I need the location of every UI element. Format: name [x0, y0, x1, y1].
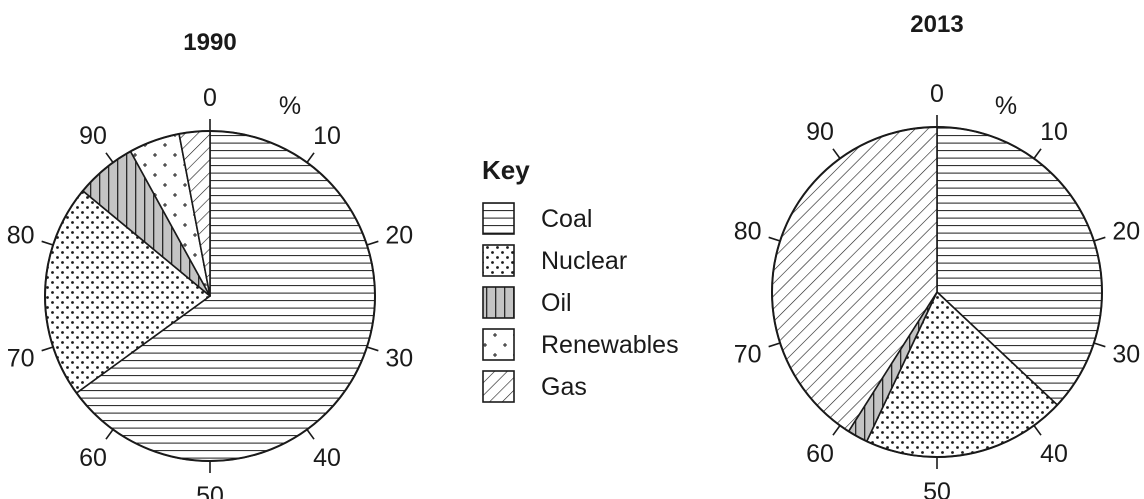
- pie-1990-percent-symbol: %: [279, 92, 301, 120]
- pie-1990-tick-label-10: 10: [313, 122, 341, 150]
- legend-label-gas: Gas: [541, 373, 587, 401]
- legend-title: Key: [482, 155, 530, 185]
- pie-2013-tick-label-50: 50: [923, 478, 951, 499]
- pie-2013-tick-label-40: 40: [1040, 440, 1068, 468]
- pie-2013-tick-80: [768, 236, 781, 242]
- legend-label-coal: Coal: [541, 205, 592, 233]
- legend-swatch-oil: [482, 286, 515, 319]
- pie-1990-tick-40: [306, 429, 315, 440]
- pie-1990-tick-30: [366, 346, 379, 352]
- pie-1990-tick-label-60: 60: [79, 444, 107, 472]
- pie-2013-tick-label-30: 30: [1112, 341, 1140, 369]
- pie-1990-tick-label-80: 80: [7, 222, 35, 250]
- pie-2013-tick-label-10: 10: [1040, 118, 1068, 146]
- pie-2013-tick-10: [1033, 148, 1042, 159]
- pie-chart-2013: 0 10 20 30 40 50 60 70 80 90: [734, 80, 1140, 499]
- pie-1990-tick-label-90: 90: [79, 122, 107, 150]
- legend-swatch-nuclear: [482, 244, 515, 277]
- pie-2013-tick-30: [1093, 342, 1106, 348]
- pie-1990-tick-80: [41, 240, 54, 246]
- pie-2013-title: 2013: [910, 11, 963, 38]
- pie-1990-tick-20: [366, 240, 379, 246]
- pie-1990-tick-70: [41, 346, 54, 352]
- pie-1990-tick-label-20: 20: [385, 222, 413, 250]
- pie-2013-tick-label-90: 90: [806, 118, 834, 146]
- pie-1990-tick-10: [306, 152, 315, 163]
- pie-1990-title: 1990: [183, 29, 236, 56]
- pie-1990-tick-label-0: 0: [203, 84, 217, 112]
- legend: Key Coal Nuclear Oil Renewables Gas: [482, 155, 679, 403]
- pie-1990-tick-60: [105, 429, 114, 440]
- pie-2013-tick-label-20: 20: [1112, 218, 1140, 246]
- pie-2013-tick-label-60: 60: [806, 440, 834, 468]
- pie-2013-tick-40: [1033, 425, 1042, 436]
- pie-2013-tick-90: [832, 148, 841, 159]
- legend-swatch-coal: [482, 202, 515, 235]
- pie-2013-tick-label-80: 80: [734, 218, 762, 246]
- pie-1990-tick-90: [105, 152, 114, 163]
- pie-2013-tick-20: [1093, 236, 1106, 242]
- pie-chart-1990: 0 10 20 30 40 50 60 70 80 90: [7, 84, 413, 499]
- pie-2013-tick-70: [768, 342, 781, 348]
- legend-label-renewables: Renewables: [541, 331, 679, 359]
- pie-1990-tick-label-70: 70: [7, 345, 35, 373]
- pie-2013-percent-symbol: %: [995, 92, 1017, 120]
- legend-swatch-gas: [482, 370, 515, 403]
- legend-swatch-renewables: [482, 328, 515, 361]
- legend-label-oil: Oil: [541, 289, 572, 317]
- pie-2013-tick-label-70: 70: [734, 341, 762, 369]
- pie-2013-tick-60: [832, 425, 841, 436]
- pie-2013-tick-label-0: 0: [930, 80, 944, 108]
- legend-label-nuclear: Nuclear: [541, 247, 627, 275]
- pie-1990-tick-label-50: 50: [196, 482, 224, 499]
- pie-1990-tick-label-40: 40: [313, 444, 341, 472]
- pie-1990-tick-label-30: 30: [385, 345, 413, 373]
